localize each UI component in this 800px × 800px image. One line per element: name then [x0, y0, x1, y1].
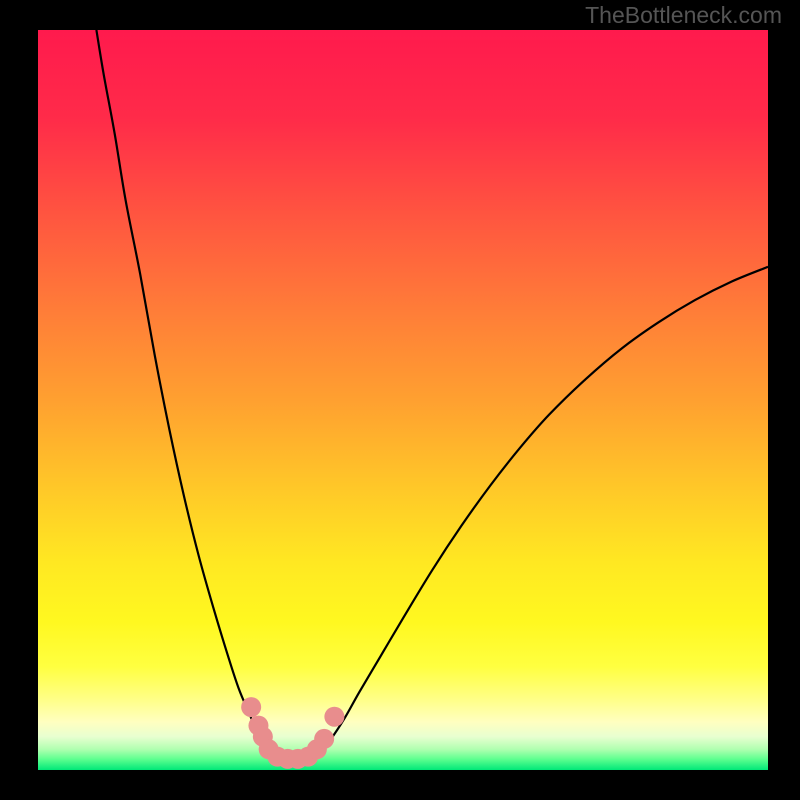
marker-dot	[241, 697, 261, 717]
watermark-text: TheBottleneck.com	[585, 2, 782, 29]
marker-dot	[324, 707, 344, 727]
chart-container: TheBottleneck.com	[0, 0, 800, 800]
plot-area	[38, 30, 768, 770]
gradient-background	[38, 30, 768, 770]
marker-dot	[314, 729, 334, 749]
bottleneck-chart	[38, 30, 768, 770]
